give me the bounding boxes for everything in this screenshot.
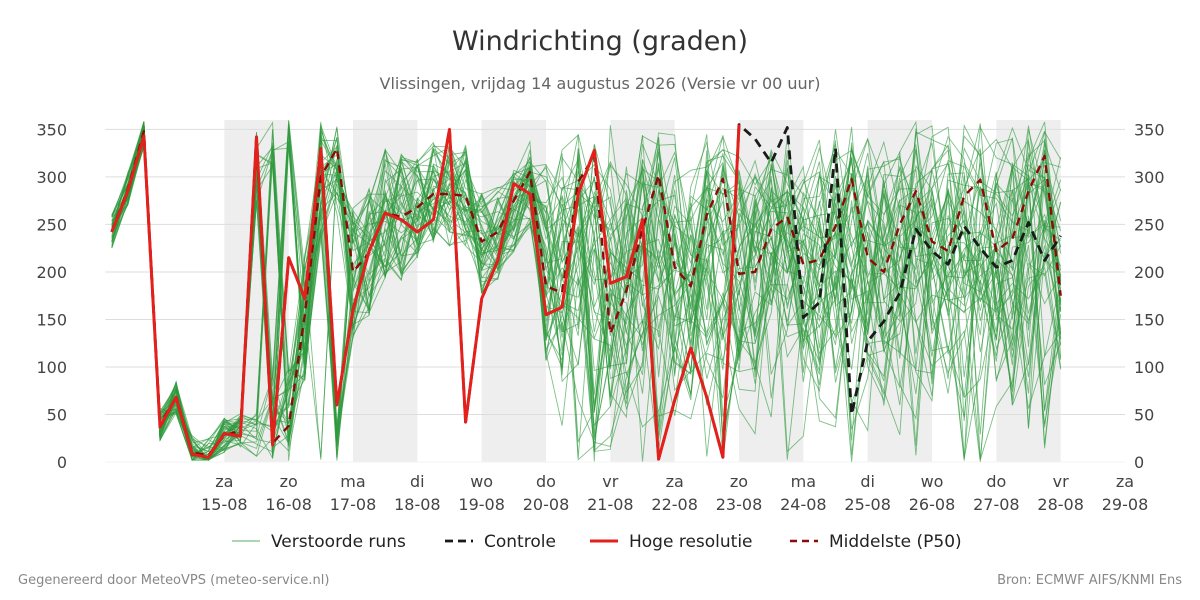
- x-tick-date: 21-08: [587, 495, 634, 514]
- y-tick-label: 0: [1134, 453, 1144, 472]
- y-tick-label: 200: [1134, 263, 1165, 282]
- y-tick-label: 200: [36, 263, 67, 282]
- y-tick-label: 100: [36, 358, 67, 377]
- x-tick-date: 19-08: [458, 495, 505, 514]
- x-tick-day: za: [1116, 472, 1134, 491]
- x-tick-day: wo: [470, 472, 493, 491]
- y-tick-label: 0: [57, 453, 67, 472]
- ensemble-run: [111, 121, 1062, 462]
- x-tick-date: 26-08: [909, 495, 956, 514]
- ensemble-run: [111, 123, 1062, 461]
- x-tick-day: vr: [1053, 472, 1069, 491]
- x-tick-day: ma: [340, 472, 365, 491]
- y-tick-label: 250: [36, 215, 67, 234]
- y-tick-label: 150: [1134, 310, 1165, 329]
- x-tick-date: 17-08: [330, 495, 377, 514]
- chart-title: Windrichting (graden): [452, 26, 748, 57]
- x-axis: za 15-08 zo 16-08 ma 17-08 di 18-08 wo 19-08 do 20-…: [201, 472, 1148, 514]
- y-tick-label: 50: [1134, 405, 1154, 424]
- x-tick-day: zo: [280, 472, 298, 491]
- y-tick-label: 150: [36, 310, 67, 329]
- legend-label: Hoge resolutie: [629, 532, 753, 552]
- x-tick-day: ma: [791, 472, 816, 491]
- x-tick-date: 15-08: [201, 495, 248, 514]
- x-tick-day: di: [860, 472, 875, 491]
- y-axis-left: 0 50 100 150 200 250 300 350: [36, 120, 67, 472]
- y-tick-label: 100: [1134, 358, 1165, 377]
- y-tick-label: 350: [36, 120, 67, 139]
- main-series: [110, 123, 1062, 461]
- ensemble-run: [111, 120, 1062, 461]
- series-high-res: [110, 124, 741, 461]
- legend: Verstoorde runs Controle Hoge resolutie Mid…: [232, 532, 962, 552]
- y-axis-right: 0 50 100 150 200 250 300 350: [1134, 120, 1165, 472]
- footer-source: Bron: ECMWF AIFS/KNMI Ens: [997, 573, 1182, 588]
- legend-label: Controle: [484, 532, 556, 552]
- y-tick-label: 250: [1134, 215, 1165, 234]
- x-tick-date: 18-08: [394, 495, 441, 514]
- ensemble-run: [111, 121, 1062, 458]
- x-tick-day: za: [215, 472, 233, 491]
- x-tick-day: do: [536, 472, 556, 491]
- x-tick-date: 23-08: [716, 495, 763, 514]
- footer-generated-by: Gegenereerd door MeteoVPS (meteo-service…: [18, 573, 329, 588]
- x-tick-day: di: [410, 472, 425, 491]
- x-tick-date: 16-08: [265, 495, 312, 514]
- ensemble-run: [111, 121, 1062, 461]
- x-tick-date: 25-08: [844, 495, 891, 514]
- legend-label: Verstoorde runs: [271, 532, 406, 552]
- x-tick-day: vr: [602, 472, 618, 491]
- x-tick-day: za: [666, 472, 684, 491]
- x-tick-date: 29-08: [1102, 495, 1149, 514]
- x-tick-date: 28-08: [1037, 495, 1084, 514]
- y-tick-label: 50: [47, 405, 67, 424]
- x-tick-date: 20-08: [523, 495, 570, 514]
- y-tick-label: 300: [1134, 168, 1165, 187]
- y-tick-label: 350: [1134, 120, 1165, 139]
- x-tick-day: zo: [730, 472, 748, 491]
- legend-label: Middelste (P50): [829, 532, 962, 552]
- ensemble-run: [111, 121, 1061, 461]
- chart-subtitle: Vlissingen, vrijdag 14 augustus 2026 (Ve…: [380, 74, 821, 93]
- x-tick-day: do: [986, 472, 1006, 491]
- ensemble-run: [111, 121, 1062, 461]
- x-tick-date: 27-08: [973, 495, 1020, 514]
- ensemble-run: [111, 121, 1062, 461]
- x-tick-date: 22-08: [651, 495, 698, 514]
- x-tick-day: wo: [921, 472, 944, 491]
- x-tick-date: 24-08: [780, 495, 827, 514]
- y-tick-label: 300: [36, 168, 67, 187]
